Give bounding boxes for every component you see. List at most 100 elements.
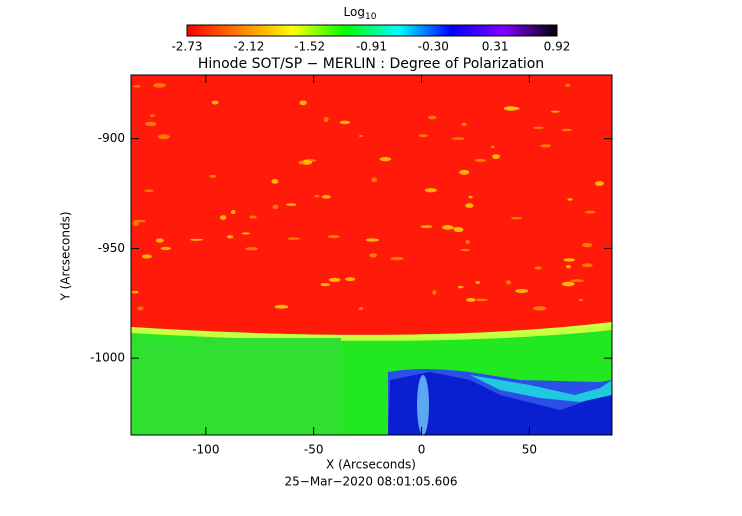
image-dark-blue-region bbox=[388, 372, 612, 435]
speckle bbox=[510, 216, 523, 220]
speckle bbox=[561, 281, 575, 287]
speckle bbox=[453, 227, 464, 233]
x-tick-label: 0 bbox=[418, 443, 426, 457]
speckle bbox=[474, 158, 487, 163]
speckle bbox=[160, 246, 171, 251]
speckle bbox=[515, 288, 529, 293]
speckle bbox=[475, 298, 488, 302]
x-tick-label: 50 bbox=[522, 443, 537, 457]
speckle bbox=[461, 122, 467, 127]
speckle bbox=[314, 195, 320, 198]
speckle bbox=[424, 188, 437, 193]
speckle bbox=[189, 238, 203, 241]
colorbar-tick-label: -2.12 bbox=[233, 40, 264, 54]
speckle bbox=[578, 298, 584, 301]
speckle bbox=[490, 145, 495, 149]
speckle bbox=[245, 247, 259, 251]
speckle bbox=[533, 306, 547, 311]
speckle bbox=[226, 235, 234, 239]
colorbar-tick-label: 0.31 bbox=[482, 40, 509, 54]
speckle bbox=[432, 290, 437, 295]
speckle bbox=[550, 110, 560, 113]
y-tick-label: -1000 bbox=[90, 351, 125, 365]
speckle bbox=[534, 266, 542, 270]
speckle bbox=[298, 160, 305, 165]
speckle bbox=[358, 134, 364, 138]
speckle bbox=[565, 83, 571, 87]
speckle bbox=[339, 120, 351, 125]
speckle bbox=[155, 238, 164, 243]
colorbar-tick-label: -1.52 bbox=[294, 40, 325, 54]
speckle bbox=[323, 117, 329, 123]
speckle bbox=[365, 238, 380, 242]
speckle bbox=[371, 177, 378, 183]
speckle bbox=[358, 306, 364, 311]
speckle bbox=[506, 106, 520, 111]
speckle bbox=[219, 215, 227, 220]
x-axis-label: X (Arcseconds) bbox=[326, 458, 416, 472]
speckle bbox=[595, 181, 604, 186]
speckle bbox=[570, 279, 584, 283]
speckle bbox=[420, 225, 433, 228]
speckle bbox=[465, 240, 470, 245]
speckle bbox=[457, 285, 464, 289]
speckle bbox=[451, 137, 465, 140]
speckle bbox=[321, 194, 331, 199]
speckle bbox=[274, 304, 289, 309]
chart-title: Hinode SOT/SP − MERLIN : Degree of Polar… bbox=[198, 56, 544, 72]
speckle bbox=[505, 280, 512, 285]
speckle bbox=[465, 203, 474, 208]
speckle bbox=[271, 178, 279, 184]
speckle bbox=[301, 160, 313, 165]
speckle bbox=[466, 298, 476, 302]
speckle bbox=[561, 128, 572, 132]
speckle bbox=[460, 248, 471, 252]
image-limb bbox=[131, 322, 612, 341]
speckle bbox=[390, 256, 404, 261]
solar-image bbox=[131, 75, 612, 435]
speckle bbox=[427, 115, 437, 120]
colorbar bbox=[186, 24, 558, 37]
speckle bbox=[327, 234, 340, 239]
speckle bbox=[369, 253, 377, 258]
speckle bbox=[230, 209, 236, 215]
speckle bbox=[157, 134, 170, 140]
colorbar-tick-label: 0.92 bbox=[544, 40, 571, 54]
speckle bbox=[241, 232, 250, 235]
speckle bbox=[249, 215, 257, 219]
y-tick-label: -900 bbox=[98, 131, 125, 145]
image-jet bbox=[417, 375, 429, 435]
colorbar-title-sub: 10 bbox=[365, 12, 377, 22]
plot-frame bbox=[130, 74, 613, 436]
speckle bbox=[441, 225, 454, 230]
axes: -100 -50 0 50 -1000 -950 -900 -2.73 -2.12 -1.52 -0… bbox=[90, 32, 612, 457]
y-axis-label: Y (Arcseconds) bbox=[59, 211, 73, 301]
speckle bbox=[137, 306, 144, 311]
speckle bbox=[567, 198, 573, 201]
speckle bbox=[299, 100, 307, 106]
x-tick-label: -50 bbox=[304, 443, 324, 457]
colorbar-tick-label: -2.73 bbox=[171, 40, 202, 54]
speckle bbox=[132, 219, 147, 223]
speckle bbox=[475, 281, 481, 284]
speckle bbox=[418, 134, 429, 137]
footer-timestamp: 25−Mar−2020 08:01:05.606 bbox=[285, 475, 458, 489]
speckle bbox=[540, 144, 552, 148]
speckle bbox=[582, 263, 593, 268]
image-cyan-region bbox=[470, 375, 612, 402]
colorbar-tick-label: -0.91 bbox=[356, 40, 387, 54]
speckle bbox=[468, 195, 473, 199]
speckle bbox=[211, 100, 219, 105]
x-tick-label: -100 bbox=[192, 443, 219, 457]
colorbar-title-base: Log bbox=[344, 5, 365, 19]
colorbar-tick-label: -0.30 bbox=[418, 40, 449, 54]
speckle bbox=[144, 121, 157, 126]
speckle bbox=[144, 189, 154, 192]
speckle bbox=[459, 169, 470, 175]
speckle bbox=[379, 156, 392, 162]
speckle bbox=[584, 210, 596, 214]
speckle bbox=[286, 203, 297, 206]
speckle bbox=[563, 258, 576, 262]
image-disk-region bbox=[131, 75, 612, 335]
